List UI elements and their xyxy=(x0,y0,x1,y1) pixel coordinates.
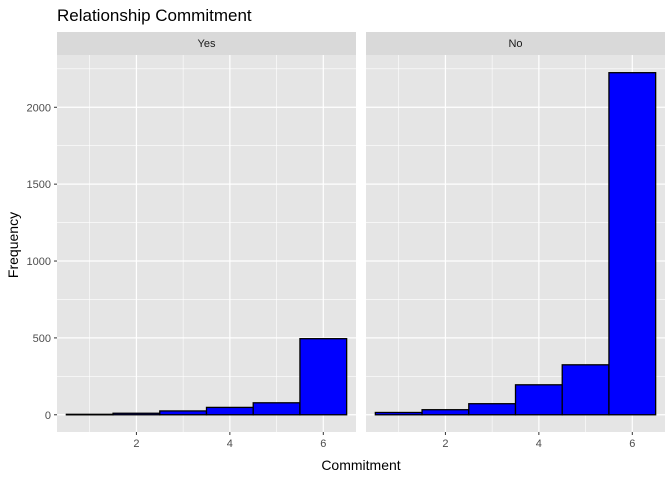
chart-title: Relationship Commitment xyxy=(57,6,252,25)
x-tick-label: 4 xyxy=(536,438,542,450)
y-tick-label: 1000 xyxy=(27,256,51,268)
histogram-bar xyxy=(561,364,610,416)
histogram-bar xyxy=(205,406,254,416)
histogram-bar xyxy=(374,411,423,416)
x-tick-label: 4 xyxy=(227,438,233,450)
histogram-bar xyxy=(65,413,114,416)
histogram-bar xyxy=(252,402,301,416)
y-tick-label: 2000 xyxy=(27,102,51,114)
x-tick-label: 6 xyxy=(629,438,635,450)
y-tick-label: 1500 xyxy=(27,179,51,191)
histogram-bar xyxy=(299,338,348,416)
x-tick-label: 2 xyxy=(133,438,139,450)
facet-strip xyxy=(366,32,665,55)
histogram-bar xyxy=(608,72,657,416)
y-tick-label: 500 xyxy=(33,333,51,345)
histogram-bar xyxy=(112,412,161,416)
x-axis-label: Commitment xyxy=(321,457,400,473)
facet-panels: Yes 2 4 6 0 500 1000 1500 2000 No 2 4 6 xyxy=(27,32,665,450)
histogram-bar xyxy=(159,410,208,416)
histogram-bar xyxy=(514,384,563,416)
y-tick-label: 0 xyxy=(45,410,51,422)
x-tick-label: 6 xyxy=(320,438,326,450)
y-axis-label: Frequency xyxy=(5,212,21,278)
facet-strip xyxy=(57,32,356,55)
histogram-bar xyxy=(421,409,470,416)
histogram-bar xyxy=(468,403,517,416)
facet-strip-label: No xyxy=(508,38,522,50)
facet-strip-label: Yes xyxy=(198,38,216,50)
x-tick-label: 2 xyxy=(442,438,448,450)
